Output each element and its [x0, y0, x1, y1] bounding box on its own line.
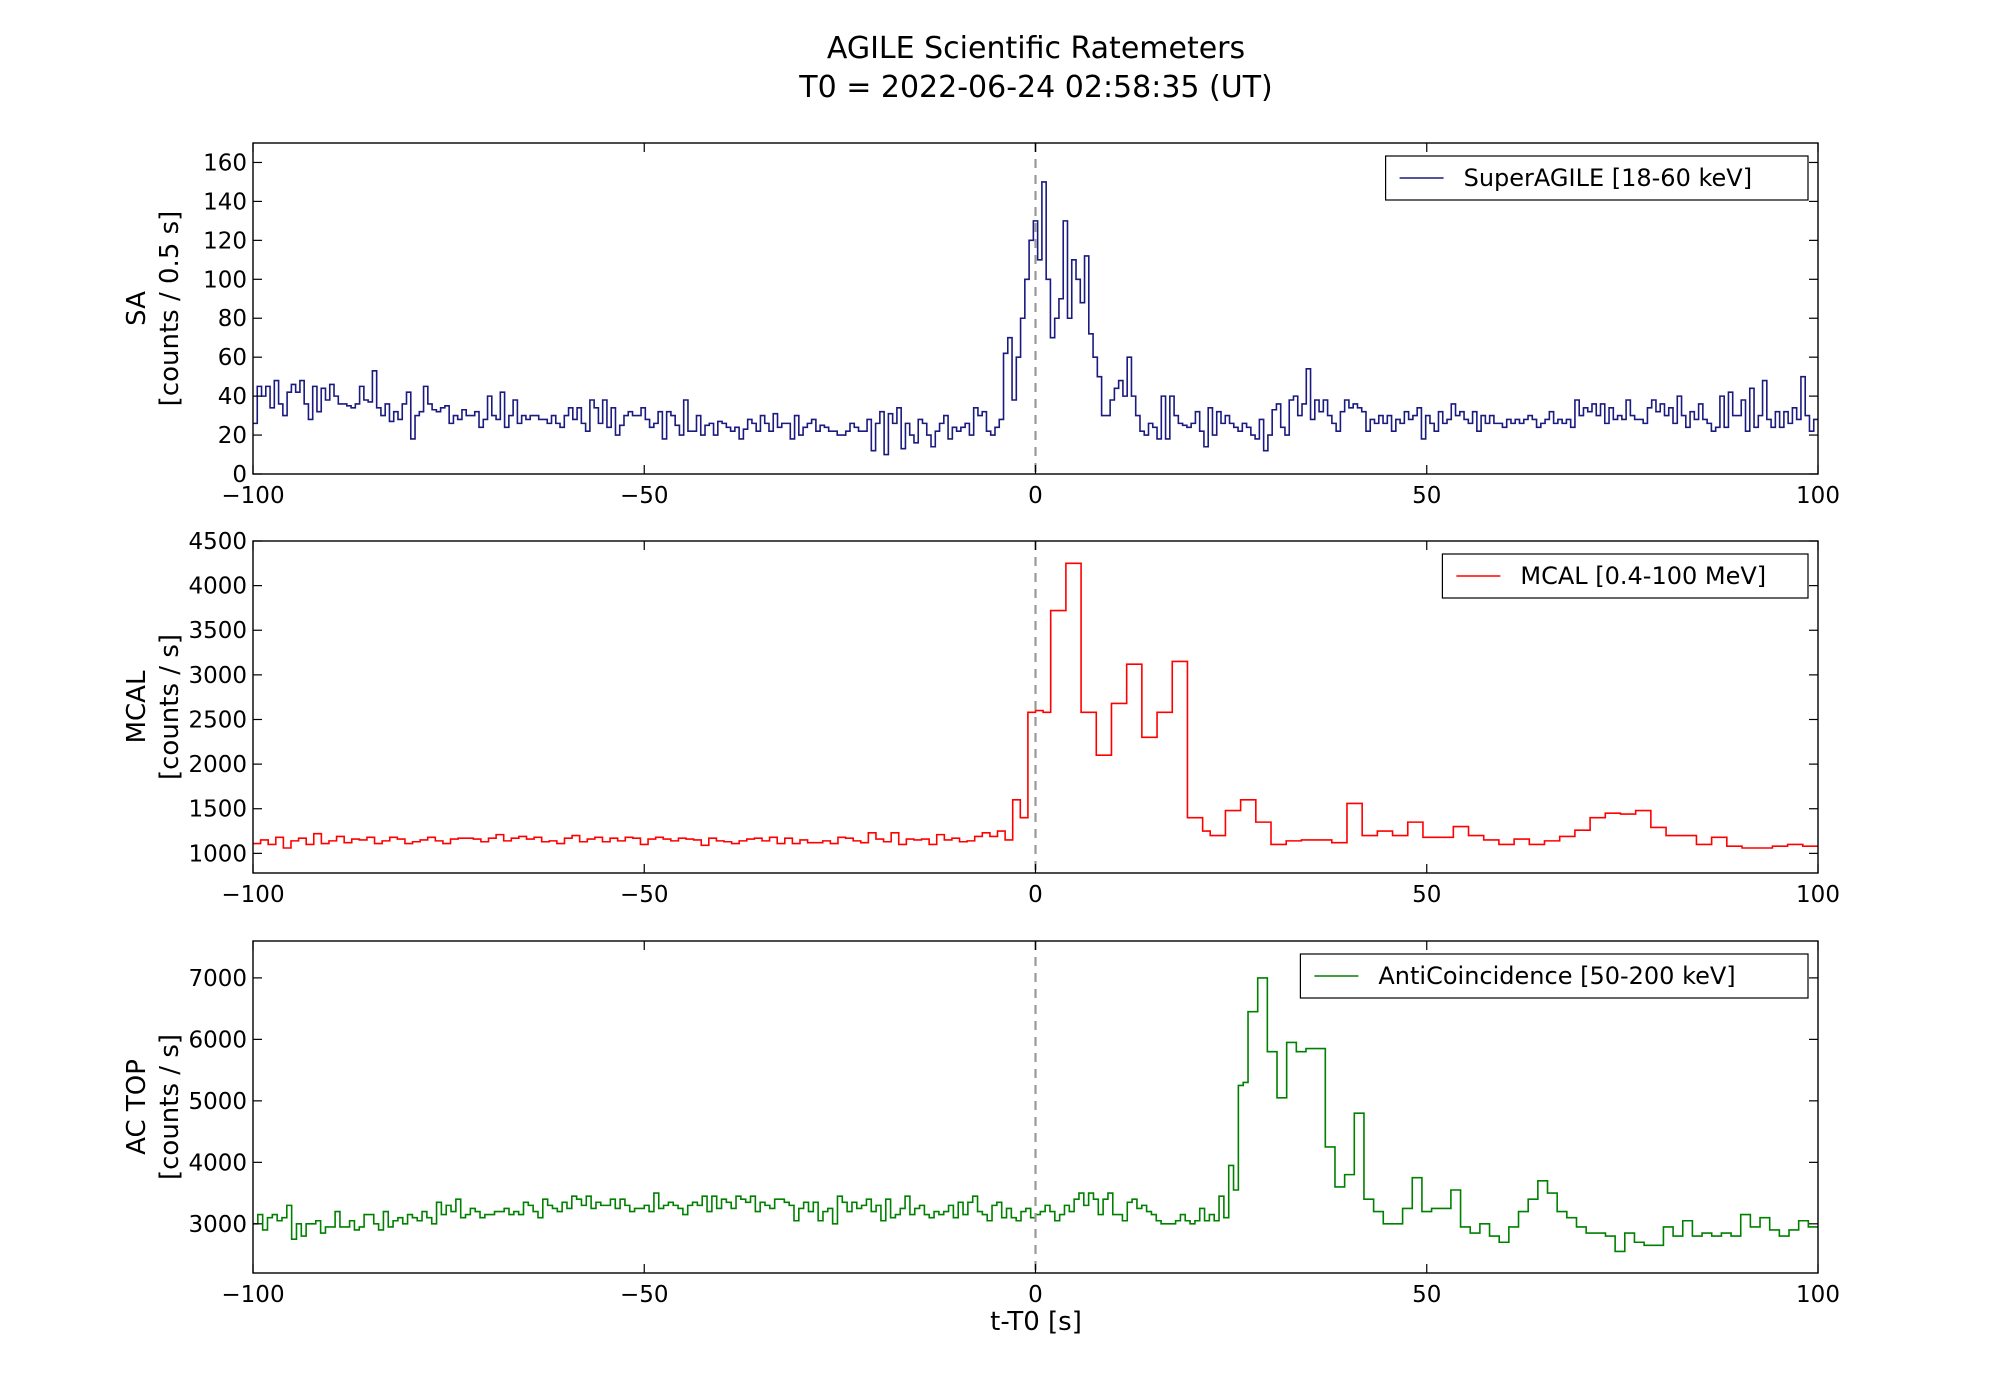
y-axis-label: SA [counts / 0.5 s]	[122, 211, 185, 407]
y-axis-label-line: AC TOP	[122, 1059, 152, 1155]
y-tick-label: 80	[218, 306, 247, 332]
legend: AntiCoincidence [50-200 keV]	[1299, 953, 1809, 999]
x-tick-label: 0	[1028, 882, 1043, 908]
panel-ac: −100 −50 0 50 100 3000 4000 5000 6000 7000 AC TOP[…	[122, 940, 1840, 1308]
x-tick-label: 50	[1412, 483, 1441, 509]
y-tick-label: 1000	[188, 841, 247, 867]
figure-title: AGILE Scientific Ratemeters	[827, 31, 1245, 66]
y-tick-label: 3000	[188, 663, 247, 689]
y-axis-label-line: SA	[122, 291, 152, 326]
y-axis-label-line: [counts / 0.5 s]	[155, 211, 185, 407]
series-line-ac	[253, 977, 1818, 1253]
y-tick-label: 3500	[188, 618, 247, 644]
y-tick-label: 4000	[188, 574, 247, 600]
x-tick-label: 0	[1028, 483, 1043, 509]
x-tick-label: 50	[1412, 1282, 1441, 1308]
y-tick-label: 20	[218, 423, 247, 449]
series-line-sa	[253, 181, 1818, 456]
y-tick-label: 0	[232, 462, 247, 488]
y-axis-label-line: MCAL	[122, 670, 152, 743]
y-tick-label: 1500	[188, 797, 247, 823]
y-tick-label: 2000	[188, 752, 247, 778]
series-line-mcal	[253, 562, 1818, 849]
x-tick-label: 100	[1796, 483, 1840, 509]
x-tick-label: −100	[221, 483, 284, 509]
x-tick-label: 0	[1028, 1282, 1043, 1308]
x-tick-label: 50	[1412, 882, 1441, 908]
x-tick-label: −100	[221, 1282, 284, 1308]
x-tick-label: 100	[1796, 882, 1840, 908]
panel-sa: −100 −50 0 50 100 0 20 40 60 80 100 120 140 160 SA [cou…	[122, 142, 1840, 509]
legend: MCAL [0.4-100 MeV]	[1441, 553, 1809, 599]
legend-label: SuperAGILE [18-60 keV]	[1464, 164, 1752, 192]
legend-box	[1299, 953, 1809, 999]
x-tick-label: −100	[221, 882, 284, 908]
figure-subtitle: T0 = 2022-06-24 02:58:35 (UT)	[798, 70, 1272, 105]
y-tick-label: 60	[218, 345, 247, 371]
y-tick-label: 5000	[188, 1089, 247, 1115]
legend-box	[1441, 553, 1809, 599]
y-tick-label: 6000	[188, 1027, 247, 1053]
y-axis-label: MCAL [counts / s]	[122, 634, 185, 780]
legend: SuperAGILE [18-60 keV]	[1384, 155, 1809, 201]
y-tick-label: 3000	[188, 1212, 247, 1238]
y-axis-label-line: [counts / s]	[155, 634, 185, 780]
y-tick-label: 4000	[188, 1150, 247, 1176]
y-tick-label: 120	[203, 228, 247, 254]
y-tick-label: 100	[203, 267, 247, 293]
y-axis-label: AC TOP [counts / s]	[122, 1034, 185, 1180]
x-axis-label: t-T0 [s]	[990, 1307, 1082, 1337]
x-tick-label: −50	[620, 483, 669, 509]
x-tick-label: −50	[620, 1282, 669, 1308]
y-tick-label: 40	[218, 384, 247, 410]
legend-label: MCAL [0.4-100 MeV]	[1520, 562, 1766, 590]
panel-mcal: −100 −50 0 50 100 1000 1500 2000 2500 3000 3500 400…	[122, 529, 1840, 908]
y-tick-label: 140	[203, 189, 247, 215]
y-tick-label: 160	[203, 150, 247, 176]
y-tick-label: 4500	[188, 529, 247, 555]
legend-label: AntiCoincidence [50-200 keV]	[1378, 962, 1735, 990]
legend-box	[1384, 155, 1809, 201]
x-tick-label: −50	[620, 882, 669, 908]
y-axis-label-line: [counts / s]	[155, 1034, 185, 1180]
y-tick-label: 2500	[188, 707, 247, 733]
y-tick-label: 7000	[188, 966, 247, 992]
x-tick-label: 100	[1796, 1282, 1840, 1308]
